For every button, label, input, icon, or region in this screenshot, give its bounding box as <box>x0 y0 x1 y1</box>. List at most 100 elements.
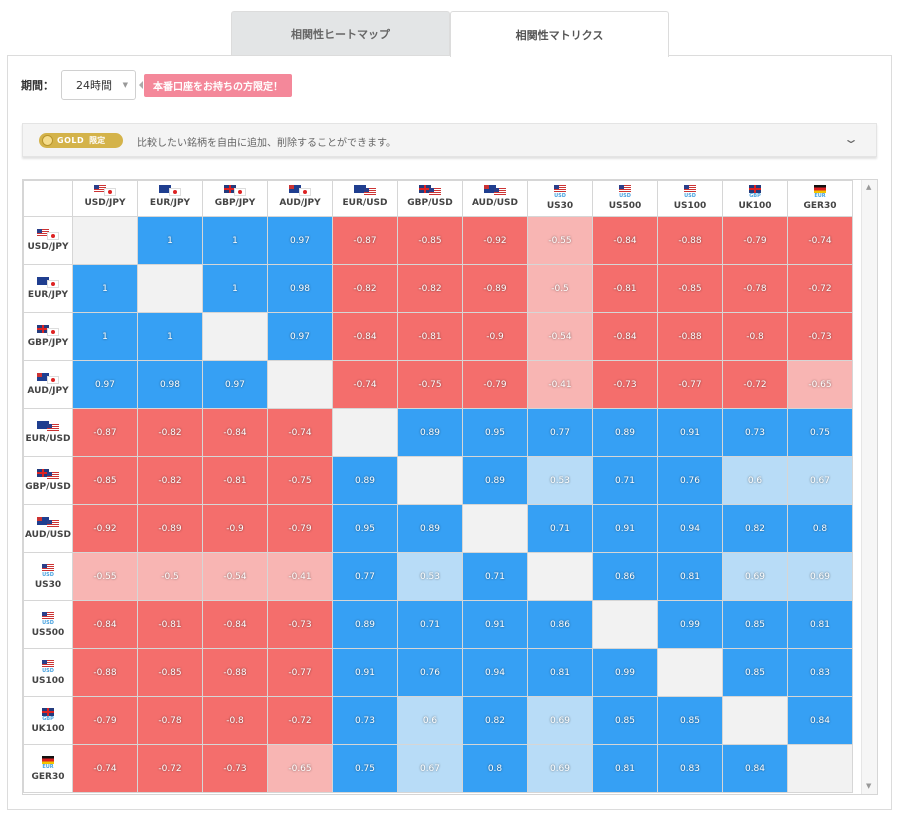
correlation-cell: -0.9 <box>462 312 528 361</box>
row-symbol-label: GBP/USD <box>25 482 71 492</box>
column-header: AUD/USD <box>462 180 528 217</box>
correlation-value: 0.84 <box>744 763 766 774</box>
flag-icon <box>224 185 246 196</box>
currency-sub-label: USD <box>619 193 631 199</box>
flag-icon <box>37 277 59 288</box>
column-symbol-label: EUR/USD <box>342 198 388 208</box>
correlation-value: -0.73 <box>613 379 637 390</box>
correlation-value: -0.82 <box>353 283 377 294</box>
correlation-value: 0.99 <box>679 619 701 630</box>
correlation-value: -0.84 <box>223 427 247 438</box>
flag-icon <box>37 325 59 336</box>
flag-icon <box>37 469 59 480</box>
flag-icon <box>419 185 441 196</box>
row-header: GBP/USD <box>23 456 73 505</box>
row-header: USD US500 <box>23 600 73 649</box>
correlation-value: 0.89 <box>419 523 441 534</box>
flag-icon <box>37 229 59 240</box>
correlation-cell: 0.89 <box>592 408 658 457</box>
scrollbar[interactable]: ▲ ▼ <box>861 180 877 794</box>
correlation-cell: -0.81 <box>592 264 658 313</box>
correlation-value: -0.88 <box>678 331 702 342</box>
period-select[interactable]: 24時間 ▼ <box>61 70 136 100</box>
flag-icon <box>619 185 631 193</box>
tab-heatmap[interactable]: 相関性ヒートマップ <box>231 11 450 56</box>
correlation-cell: -0.65 <box>787 360 853 409</box>
column-header: USD US100 <box>657 180 723 217</box>
correlation-value: 0.82 <box>744 523 766 534</box>
table-row: AUD/JPY 0.97 0.98 0.97 -0.74 -0.75 -0.79 -0.41 -… <box>23 360 853 409</box>
correlation-cell: 0.95 <box>462 408 528 457</box>
correlation-cell: 0.69 <box>787 552 853 601</box>
gold-bar-text: 比較したい銘柄を自由に追加、削除することができます。 <box>137 138 396 149</box>
correlation-cell: -0.92 <box>72 504 138 553</box>
correlation-cell: 0.82 <box>462 696 528 745</box>
tab-matrix[interactable]: 相関性マトリクス <box>450 11 669 57</box>
row-symbol-label: GBP/JPY <box>27 338 69 348</box>
correlation-cell: 0.73 <box>722 408 788 457</box>
correlation-cell: -0.73 <box>787 312 853 361</box>
correlation-value: -0.55 <box>548 235 572 246</box>
correlation-value: 0.94 <box>679 523 701 534</box>
correlation-value: 0.81 <box>549 667 571 678</box>
correlation-cell: -0.54 <box>202 552 268 601</box>
correlation-cell: 1 <box>202 264 268 313</box>
column-symbol-label: GBP/USD <box>407 198 453 208</box>
table-row: USD US100 -0.88 -0.85 -0.88 -0.77 0.91 0.76 0.94… <box>23 648 853 697</box>
correlation-cell: 0.69 <box>527 744 593 793</box>
correlation-value: 0.86 <box>614 571 636 582</box>
table-row: EUR/JPY 1 1 0.98 -0.82 -0.82 -0.89 -0.5 -0.81 -0.… <box>23 264 853 313</box>
correlation-cell: 1 <box>72 264 138 313</box>
correlation-value: 0.71 <box>614 475 636 486</box>
corner-cell <box>23 180 73 217</box>
diagonal-cell <box>527 552 593 601</box>
row-symbol-label: EUR/JPY <box>27 290 69 300</box>
correlation-cell: -0.78 <box>137 696 203 745</box>
correlation-value: -0.54 <box>223 571 247 582</box>
correlation-cell: -0.79 <box>722 216 788 265</box>
column-symbol-label: GER30 <box>803 201 837 211</box>
correlation-value: 0.83 <box>809 667 831 678</box>
correlation-cell: 0.83 <box>787 648 853 697</box>
column-header: USD US500 <box>592 180 658 217</box>
correlation-value: 0.95 <box>484 427 506 438</box>
gold-feature-bar[interactable]: GOLD 限定 比較したい銘柄を自由に追加、削除することができます。 ⌄ <box>22 123 877 157</box>
correlation-cell: 0.83 <box>657 744 723 793</box>
correlation-value: 0.69 <box>744 571 766 582</box>
column-symbol-label: UK100 <box>738 201 772 211</box>
scroll-up-icon[interactable]: ▲ <box>866 183 872 191</box>
table-row: GBP/USD -0.85 -0.82 -0.81 -0.75 0.89 0.89 0.53 0… <box>23 456 853 505</box>
correlation-cell: 0.99 <box>592 648 658 697</box>
flag-icon <box>554 185 566 193</box>
correlation-value: 0.85 <box>744 619 766 630</box>
correlation-cell: -0.78 <box>722 264 788 313</box>
correlation-value: 0.81 <box>679 571 701 582</box>
correlation-cell: 0.89 <box>332 456 398 505</box>
correlation-value: 0.97 <box>94 379 116 390</box>
correlation-cell: 0.85 <box>722 600 788 649</box>
correlation-value: -0.75 <box>288 475 312 486</box>
currency-sub-label: USD <box>684 193 696 199</box>
correlation-value: -0.72 <box>808 283 832 294</box>
correlation-cell: 0.95 <box>332 504 398 553</box>
correlation-value: -0.84 <box>223 619 247 630</box>
scroll-down-icon[interactable]: ▼ <box>866 782 872 790</box>
correlation-value: 0.69 <box>549 715 571 726</box>
correlation-value: 0.71 <box>549 523 571 534</box>
correlation-value: -0.85 <box>158 667 182 678</box>
gold-badge-label: GOLD <box>57 136 85 145</box>
correlation-cell: 0.71 <box>462 552 528 601</box>
diagonal-cell <box>787 744 853 793</box>
row-symbol-label: GER30 <box>31 771 65 782</box>
currency-sub-label: USD <box>42 667 54 674</box>
correlation-cell: 1 <box>137 312 203 361</box>
row-symbol-label: US100 <box>31 675 65 686</box>
correlation-cell: -0.88 <box>657 216 723 265</box>
column-header: GBP UK100 <box>722 180 788 217</box>
row-header: EUR/USD <box>23 408 73 457</box>
correlation-cell: 0.81 <box>787 600 853 649</box>
chevron-down-icon[interactable]: ⌄ <box>842 132 860 146</box>
correlation-value: 1 <box>102 283 108 294</box>
correlation-value: -0.72 <box>158 763 182 774</box>
correlation-value: -0.73 <box>808 331 832 342</box>
